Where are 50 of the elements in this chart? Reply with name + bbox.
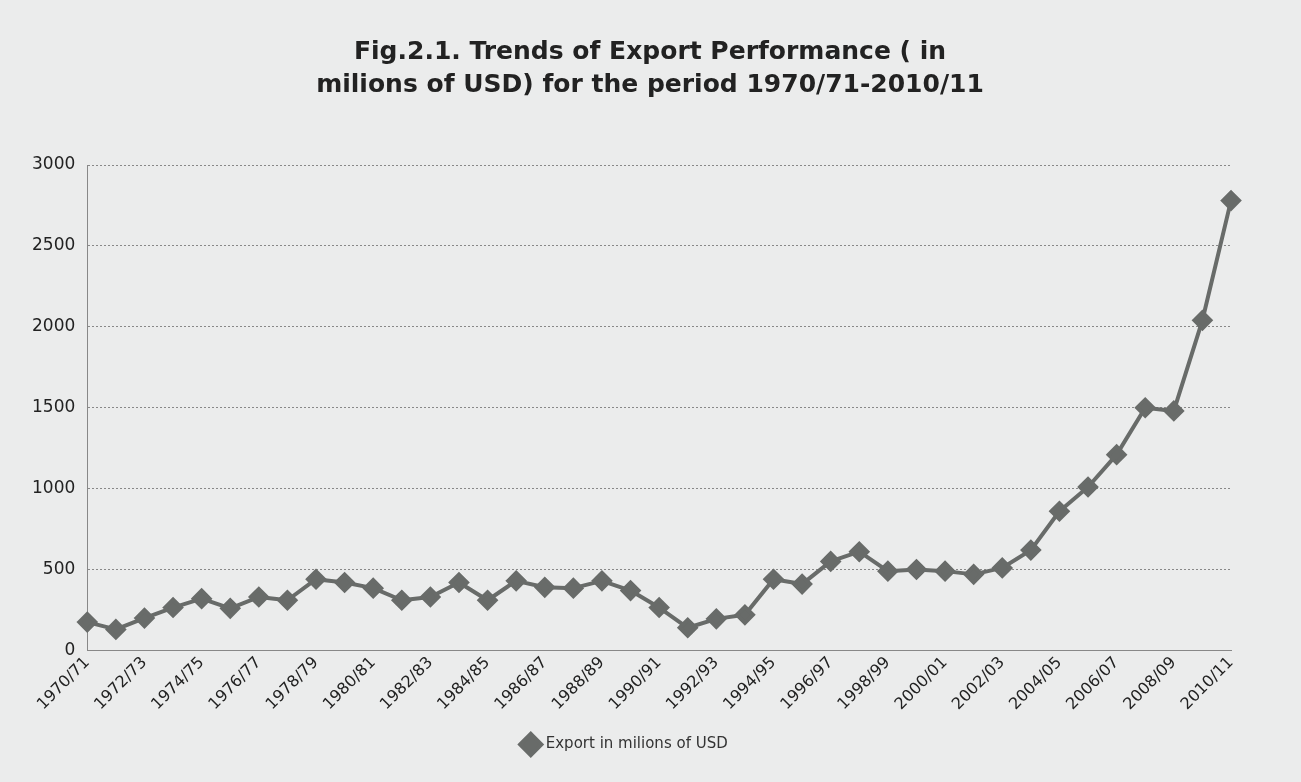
point	[1020, 540, 1041, 561]
point	[1106, 444, 1127, 465]
point	[334, 572, 355, 593]
point	[563, 578, 584, 599]
point	[306, 569, 327, 590]
y-tick-label: 2500	[32, 234, 76, 255]
point	[105, 619, 126, 640]
point	[534, 577, 555, 598]
point	[620, 580, 641, 601]
point	[420, 587, 441, 608]
point	[77, 612, 98, 633]
point	[1192, 310, 1213, 331]
point	[1078, 477, 1099, 497]
chart-title: Fig.2.1. Trends of Export Performance ( in milions of USD) for the period 1970/71-2010/11	[315, 35, 985, 100]
point	[677, 617, 698, 638]
point	[191, 588, 212, 609]
point	[277, 590, 298, 611]
y-tick-label: 3000	[32, 153, 76, 174]
point	[763, 569, 784, 590]
point	[591, 570, 612, 591]
point	[1221, 190, 1241, 211]
point	[134, 608, 155, 629]
point	[963, 564, 984, 585]
point	[849, 541, 870, 562]
point	[506, 570, 527, 591]
point	[649, 597, 670, 618]
point	[448, 572, 469, 593]
point	[792, 574, 813, 595]
point	[820, 551, 841, 572]
point	[248, 587, 269, 608]
point	[220, 598, 241, 619]
point	[877, 561, 898, 582]
point	[363, 578, 384, 599]
legend-label: Export in milions of USD	[545, 734, 728, 753]
y-tick-label: 2000	[32, 315, 76, 336]
y-tick-label: 500	[42, 557, 76, 578]
point	[706, 608, 727, 629]
point	[1049, 501, 1070, 522]
point	[391, 590, 412, 611]
y-tick-label: 0	[64, 638, 76, 659]
point	[477, 590, 498, 611]
point	[992, 557, 1013, 578]
point	[935, 561, 956, 582]
point	[1135, 397, 1156, 418]
y-tick-label: 1000	[32, 477, 76, 498]
point	[163, 597, 184, 618]
point	[1163, 400, 1184, 421]
point	[906, 559, 927, 580]
point	[734, 604, 755, 625]
y-tick-label: 1500	[32, 396, 76, 417]
